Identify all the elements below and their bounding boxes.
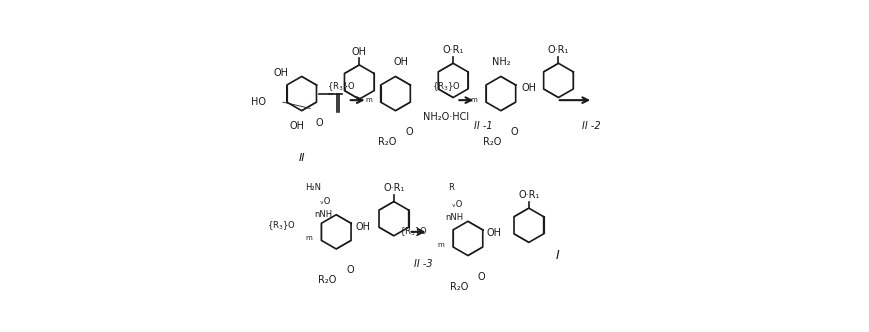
Text: OH: OH <box>393 56 408 67</box>
Text: II -3: II -3 <box>414 259 433 269</box>
Text: NH₂: NH₂ <box>491 56 509 67</box>
Text: II: II <box>298 153 304 163</box>
Text: NH₂O·HCl: NH₂O·HCl <box>423 112 469 122</box>
Text: II -2: II -2 <box>581 121 600 130</box>
Text: R: R <box>448 183 454 192</box>
Text: II -1: II -1 <box>473 121 492 130</box>
Text: OH: OH <box>521 83 536 93</box>
Text: $\{$R$_3\}$O: $\{$R$_3\}$O <box>432 81 461 93</box>
Text: m: m <box>437 242 444 248</box>
Text: $\{$R$_3\}$O: $\{$R$_3\}$O <box>326 81 355 93</box>
Text: O: O <box>477 272 485 282</box>
Text: R₂O: R₂O <box>482 137 501 147</box>
Text: m: m <box>470 97 476 103</box>
Text: O·R₁: O·R₁ <box>518 190 539 200</box>
Text: $\{$R$_3\}$O: $\{$R$_3\}$O <box>267 219 295 232</box>
Text: O·R₁: O·R₁ <box>547 45 568 55</box>
Text: OH: OH <box>351 47 367 57</box>
Text: H₂N: H₂N <box>305 183 321 192</box>
Text: I: I <box>555 249 559 262</box>
Text: m: m <box>305 235 312 241</box>
Text: O·R₁: O·R₁ <box>442 45 463 55</box>
Text: ᵥO: ᵥO <box>315 197 330 206</box>
Text: nNH: nNH <box>445 213 463 222</box>
Text: O: O <box>405 127 413 137</box>
Text: $\{$R$_3\}$O: $\{$R$_3\}$O <box>399 225 428 238</box>
Text: O: O <box>315 118 323 127</box>
Text: nNH: nNH <box>314 210 332 219</box>
Text: ᵥO: ᵥO <box>447 200 462 209</box>
Text: OH: OH <box>355 222 369 232</box>
Text: OH: OH <box>289 121 303 131</box>
Text: OH: OH <box>486 228 501 238</box>
Text: O: O <box>346 265 354 276</box>
Text: R₂O: R₂O <box>318 275 336 285</box>
Text: R₂O: R₂O <box>377 137 395 147</box>
Text: OH: OH <box>274 68 289 78</box>
Text: m: m <box>365 97 371 103</box>
Text: O·R₁: O·R₁ <box>382 183 404 193</box>
Text: HO: HO <box>251 97 266 107</box>
Text: O: O <box>510 127 518 137</box>
Text: R₂O: R₂O <box>449 282 468 292</box>
